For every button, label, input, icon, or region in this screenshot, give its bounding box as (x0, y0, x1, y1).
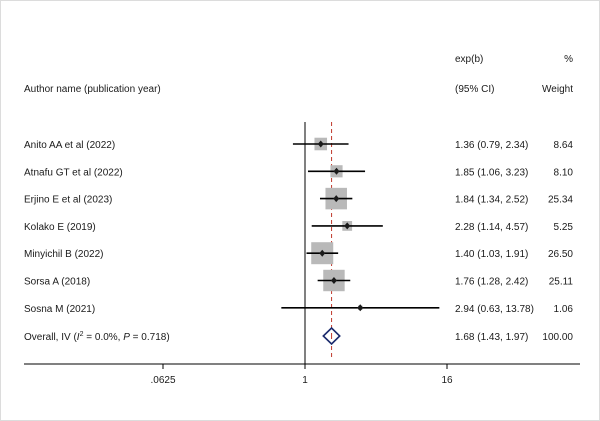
weight-column-header-bottom: Weight (542, 84, 573, 95)
overall-ci-text: 1.68 (1.43, 1.97) (455, 332, 528, 343)
study-weight-text: 8.10 (554, 167, 574, 178)
effect-column-header-top: exp(b) (455, 54, 483, 65)
study-weight-text: 1.06 (554, 304, 574, 315)
study-ci-text: 1.85 (1.06, 3.23) (455, 167, 528, 178)
study-rows: Anito AA et al (2022) 1.36 (0.79, 2.34) 8.… (24, 140, 573, 315)
study-ci-text: 2.94 (0.63, 13.78) (455, 304, 534, 315)
x-tick-label: 16 (441, 375, 453, 386)
overall-label: Overall, IV (I2 = 0.0%, P = 0.718) (24, 331, 170, 343)
effect-column-header-bottom: (95% CI) (455, 84, 494, 95)
author-column-header: Author name (publication year) (24, 84, 161, 95)
x-tick-label: .0625 (150, 375, 175, 386)
study-point-estimate (333, 195, 340, 203)
study-ci-text: 1.84 (1.34, 2.52) (455, 195, 528, 206)
study-name: Erjino E et al (2023) (24, 195, 112, 206)
study-point-estimate (333, 167, 340, 175)
study-ci-text: 2.28 (1.14, 4.57) (455, 222, 528, 233)
study-name: Sorsa A (2018) (24, 277, 90, 288)
study-name: Atnafu GT et al (2022) (24, 167, 123, 178)
study-ci-text: 1.40 (1.03, 1.91) (455, 249, 528, 260)
overall-i-value: = 0.0%, (83, 332, 123, 343)
study-point-estimate (317, 140, 324, 148)
weight-column-header-top: % (564, 54, 573, 65)
study-point-estimate (330, 277, 337, 284)
plot-marks (281, 122, 440, 364)
study-point-estimate (357, 304, 364, 312)
study-ci-text: 1.36 (0.79, 2.34) (455, 140, 528, 151)
study-weight-text: 5.25 (554, 222, 574, 233)
overall-i-letter: I (77, 332, 80, 343)
study-name: Kolako E (2019) (24, 222, 96, 233)
study-name: Minyichil B (2022) (24, 249, 103, 260)
study-point-estimate (344, 222, 351, 230)
study-weight-text: 25.34 (548, 195, 573, 206)
overall-weight-text: 100.00 (542, 332, 573, 343)
x-axis: .0625 1 16 (24, 363, 580, 386)
overall-label-prefix: Overall, IV ( (24, 332, 77, 343)
overall-p-letter: P (123, 332, 130, 343)
study-name: Sosna M (2021) (24, 304, 95, 315)
study-weight-text: 26.50 (548, 249, 573, 260)
study-weight-text: 8.64 (554, 140, 574, 151)
overall-i-superscript: 2 (80, 331, 84, 338)
overall-p-value: = 0.718) (130, 332, 170, 343)
study-weight-text: 25.11 (549, 277, 574, 288)
x-tick-label: 1 (302, 375, 308, 386)
study-name: Anito AA et al (2022) (24, 140, 115, 151)
study-point-estimate (319, 249, 326, 257)
study-ci-text: 1.76 (1.28, 2.42) (455, 277, 528, 288)
